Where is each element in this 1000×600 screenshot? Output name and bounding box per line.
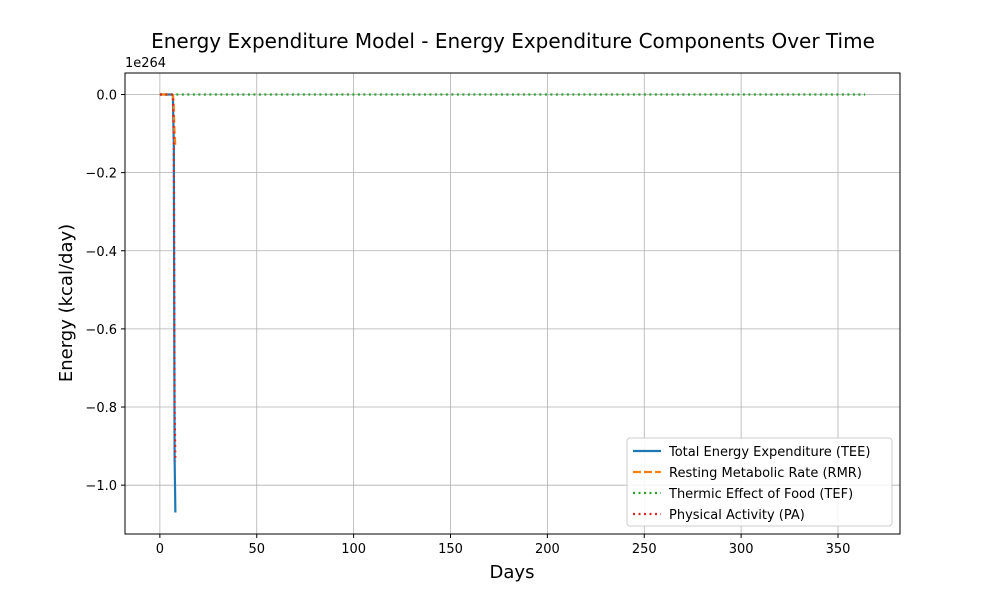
x-axis: 0 50 100 150 200 250 300 350 (156, 534, 851, 557)
series-line-2 (159, 93, 177, 148)
y-tick-label: −1.0 (85, 479, 117, 494)
series-layer (159, 93, 866, 513)
x-tick-label: 250 (632, 542, 657, 557)
x-tick-label: 0 (156, 542, 164, 557)
y-offset-label: 1e264 (125, 56, 166, 71)
y-tick-label: −0.4 (85, 245, 117, 260)
x-tick-label: 150 (438, 542, 463, 557)
x-tick-label: 200 (535, 542, 560, 557)
y-tick-label: −0.6 (85, 323, 117, 338)
x-tick-label: 300 (729, 542, 754, 557)
legend-box (626, 437, 893, 527)
plot-frame (124, 72, 901, 535)
chart-title: Energy Expenditure Model - Energy Expend… (151, 29, 875, 53)
y-tick-label: −0.8 (85, 401, 117, 416)
y-tick-label: −0.2 (85, 167, 117, 182)
x-tick-label: 350 (826, 542, 851, 557)
x-axis-label: Days (490, 562, 535, 583)
y-tick-label: 0.0 (96, 88, 117, 103)
legend-entry: Thermic Effect of Food (TEF) (668, 487, 853, 502)
legend: Total Energy Expenditure (TEE) Resting Me… (626, 437, 893, 527)
y-axis: 0.0 −0.2 −0.4 −0.6 −0.8 −1.0 (85, 88, 125, 494)
x-tick-label: 100 (341, 542, 366, 557)
legend-entry: Resting Metabolic Rate (RMR) (669, 466, 862, 481)
legend-entry: Total Energy Expenditure (TEE) (668, 445, 870, 460)
legend-entry: Physical Activity (PA) (669, 508, 805, 523)
x-tick-label: 50 (248, 542, 265, 557)
y-axis-label: Energy (kcal/day) (56, 224, 77, 382)
